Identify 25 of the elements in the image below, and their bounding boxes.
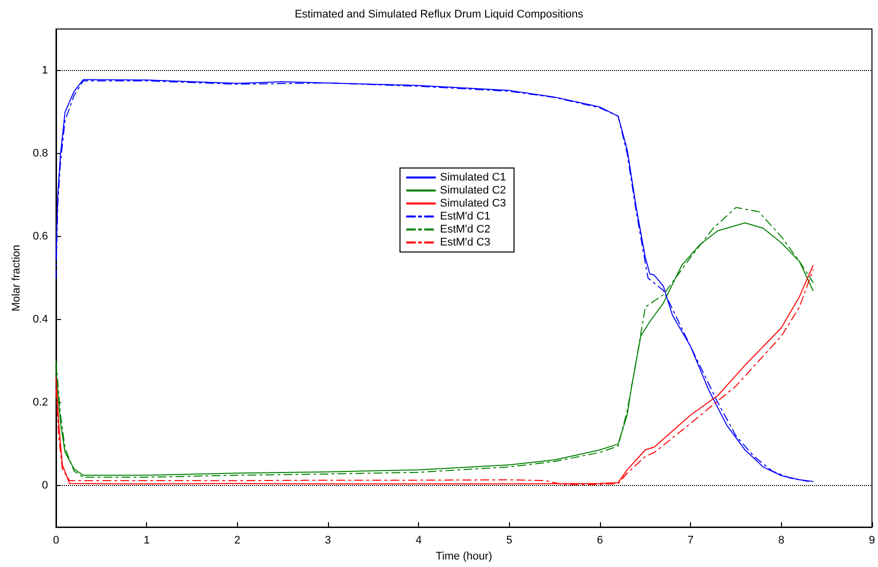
- legend-label: EstM'd C1: [440, 210, 490, 222]
- legend-label: EstM'd C3: [440, 236, 490, 248]
- x-tick-label: 4: [416, 534, 422, 547]
- x-tick-label: 1: [144, 534, 150, 547]
- y-tick-label: 0.8: [32, 148, 48, 160]
- x-tick-label: 3: [324, 534, 332, 547]
- y-axis-title: Molar fraction: [10, 244, 22, 312]
- y-tick-label: 0: [42, 480, 48, 492]
- x-axis-title: Time (hour): [436, 550, 492, 562]
- x-tick-label: 7: [688, 534, 694, 547]
- x-tick-label: 2: [234, 534, 240, 547]
- legend-label: Simulated C3: [440, 198, 506, 210]
- x-tick-label: 0: [52, 534, 60, 547]
- legend-label: EstM'd C2: [440, 224, 490, 236]
- y-tick-label: 0.4: [32, 314, 48, 326]
- legend-label: Simulated C1: [440, 172, 506, 184]
- x-tick-label: 5: [506, 534, 512, 547]
- legend-label: Simulated C2: [440, 184, 506, 196]
- x-tick-label: 9: [868, 534, 876, 547]
- x-tick-label: 6: [596, 534, 604, 547]
- y-tick-label: 0.6: [32, 230, 48, 243]
- chart-title: Estimated and Simulated Reflux Drum Liquid Compositions: [294, 8, 584, 20]
- x-tick-label: 8: [778, 534, 784, 547]
- y-tick-label: 0.2: [32, 396, 48, 409]
- y-tick-label: 1: [42, 64, 48, 77]
